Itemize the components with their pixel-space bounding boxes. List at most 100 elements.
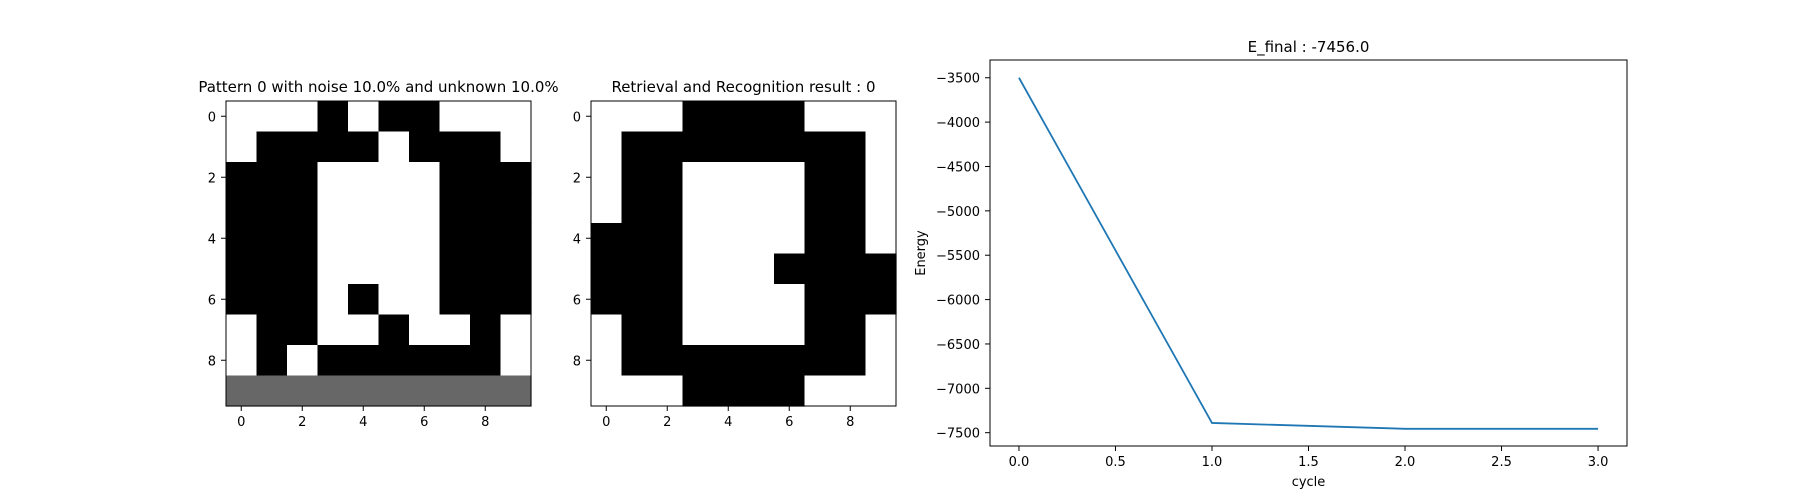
result-cell [682,192,714,224]
noisy-pattern-cells [226,101,532,407]
noisy-cell [317,131,349,163]
result-cell [804,223,836,255]
result-cell [743,284,775,316]
noisy-y-tick-label: 0 [208,110,216,125]
noisy-cell [409,345,441,377]
result-cell [804,192,836,224]
result-cell [865,131,897,163]
result-cell [652,131,684,163]
result-cell [682,223,714,255]
noisy-cell [348,131,380,163]
noisy-cell [439,101,471,133]
noisy-cell [348,223,380,255]
noisy-cell [409,284,441,316]
result-cell [621,253,653,285]
noisy-cell [439,162,471,194]
result-cell [713,192,745,224]
noisy-cell [348,253,380,285]
result-cell [652,101,684,133]
noisy-cell [287,284,319,316]
result-cell [713,101,745,133]
result-cell [621,345,653,377]
noisy-cell [256,253,288,285]
result-cell [591,223,623,255]
noisy-y-tick-label: 6 [208,293,216,308]
energy-series-line [1018,77,1599,430]
result-cell [591,284,623,316]
result-cell [713,223,745,255]
noisy-cell [317,101,349,133]
result-cell [804,375,836,407]
result-cell [865,345,897,377]
noisy-cell [348,284,380,316]
energy-y-tick-label: −7000 [936,382,980,397]
noisy-cell [348,101,380,133]
result-cell [591,162,623,194]
noisy-cell [378,253,410,285]
noisy-y-tick-label: 8 [208,354,216,369]
energy-x-tick-label: 1.0 [1202,455,1223,470]
noisy-cell [439,223,471,255]
result-cell [804,314,836,346]
result-cell [774,253,806,285]
result-cell [743,253,775,285]
energy-y-tick-label: −4000 [936,116,980,131]
result-cell [682,314,714,346]
result-cell [682,284,714,316]
result-cell [591,101,623,133]
noisy-cell [348,192,380,224]
result-cell [621,101,653,133]
noisy-cell [409,314,441,346]
result-cell [621,284,653,316]
result-cell [652,375,684,407]
noisy-cell [226,223,258,255]
noisy-cell [317,375,349,407]
noisy-cell [317,345,349,377]
noisy-cell [500,131,532,163]
noisy-cell [226,192,258,224]
result-cell [865,284,897,316]
noisy-cell [317,192,349,224]
noisy-cell [439,131,471,163]
noisy-cell [470,375,502,407]
energy-x-tick-label: 3.0 [1588,455,1609,470]
noisy-cell [256,101,288,133]
result-pattern-ticks: 0 2 4 6 8 0 2 4 6 8 [573,110,855,430]
result-y-tick-label: 4 [573,232,581,247]
result-cell [865,375,897,407]
result-pattern-panel: Retrieval and Recognition result : 0 0 2 4… [573,78,897,430]
noisy-cell [470,101,502,133]
noisy-cell [317,284,349,316]
energy-x-tick-label: 2.5 [1491,455,1512,470]
energy-x-tick-label: 2.0 [1395,455,1416,470]
noisy-cell [409,192,441,224]
result-cell [743,101,775,133]
energy-y-tick-label: −4500 [936,160,980,175]
result-cell [682,345,714,377]
noisy-cell [378,345,410,377]
noisy-cell [500,375,532,407]
result-cell [804,162,836,194]
noisy-x-tick-label: 0 [237,415,245,430]
noisy-cell [287,101,319,133]
result-cell [591,345,623,377]
result-cell [713,314,745,346]
result-cell [591,375,623,407]
result-cell [713,162,745,194]
noisy-cell [500,192,532,224]
noisy-cell [500,345,532,377]
noisy-cell [409,375,441,407]
result-y-tick-label: 0 [573,110,581,125]
noisy-cell [378,131,410,163]
noisy-cell [348,314,380,346]
result-y-tick-label: 2 [573,171,581,186]
noisy-cell [317,223,349,255]
result-cell [804,101,836,133]
noisy-pattern-frame [225,100,532,407]
result-cell [774,314,806,346]
result-cell [835,345,867,377]
noisy-cell [287,253,319,285]
result-x-tick-label: 2 [663,415,671,430]
result-cell [774,284,806,316]
result-cell [774,131,806,163]
